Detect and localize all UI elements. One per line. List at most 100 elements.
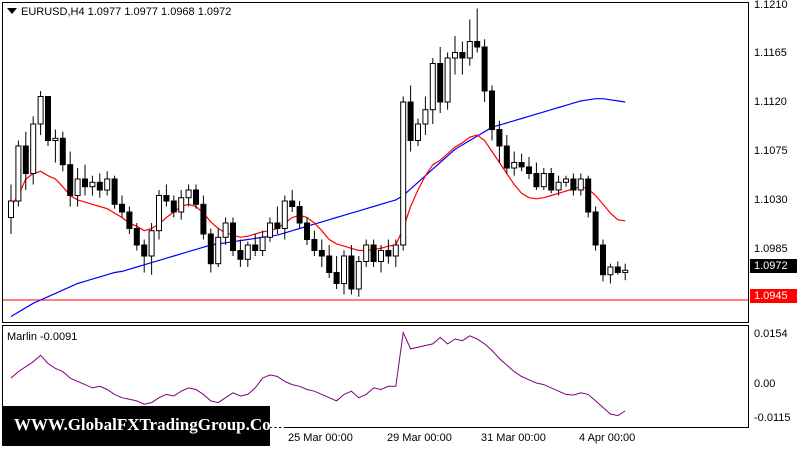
candle (600, 239, 606, 282)
bull-candle-body (363, 244, 370, 262)
watermark-banner: WWW.GlobalFXTradingGroup.Com (2, 406, 285, 446)
indicator-line (10, 330, 626, 417)
time-label: 4 Apr 00:00 (579, 432, 636, 444)
bear-candle-body (311, 239, 318, 251)
candle (104, 171, 111, 196)
triangle-down-icon[interactable] (7, 8, 17, 14)
bear-candle-body (600, 244, 606, 276)
bull-candle-body (178, 197, 185, 213)
candle (8, 184, 14, 234)
bull-candle-body (8, 200, 14, 218)
candle (289, 190, 296, 212)
candle (489, 85, 495, 141)
candle (437, 47, 444, 113)
candle (540, 168, 547, 190)
candle (526, 157, 532, 179)
candle (533, 162, 540, 190)
bear-candle-body (193, 189, 199, 205)
candle (429, 58, 436, 124)
candle (415, 118, 421, 146)
indicator-label: 0.00 (754, 378, 776, 390)
current-price-tag: 1.0972 (750, 259, 797, 273)
bear-candle-body (518, 162, 525, 168)
bear-candle-body (548, 173, 555, 191)
candle (244, 241, 251, 267)
candle (370, 239, 377, 267)
bull-candle-body (52, 137, 59, 142)
ma-slow-line (10, 98, 626, 318)
bull-candle-body (444, 57, 451, 103)
candle (355, 256, 362, 297)
bull-candle-body (466, 41, 473, 59)
price-label: 1.1120 (754, 96, 787, 108)
candle (89, 175, 96, 196)
bear-candle-body (252, 244, 259, 251)
price-label: 1.1210 (754, 0, 788, 11)
candle (452, 36, 458, 75)
bear-candle-body (296, 206, 303, 224)
price-label: 1.1165 (754, 47, 787, 59)
bear-candle-body (126, 211, 133, 229)
bear-candle-body (437, 63, 444, 103)
candle (577, 173, 584, 196)
candle (267, 217, 273, 242)
bull-candle-body (74, 178, 81, 196)
candle (59, 131, 66, 172)
candle (496, 120, 503, 163)
candle (148, 223, 155, 275)
candle (15, 140, 22, 207)
candle (237, 239, 244, 267)
bull-candle-body (259, 236, 266, 252)
candle (274, 206, 281, 234)
bull-candle-body (30, 123, 37, 174)
candle (119, 195, 125, 218)
candle (215, 228, 222, 267)
bear-candle-body (496, 129, 503, 147)
bull-candle-body (156, 195, 162, 232)
candle (518, 153, 525, 172)
candle (96, 173, 103, 198)
bull-candle-body (244, 244, 251, 260)
candle (193, 184, 199, 209)
candle (178, 190, 185, 220)
candle (392, 239, 399, 267)
candle (548, 168, 555, 194)
bear-candle-body (274, 222, 281, 229)
candle (281, 195, 288, 240)
candle (52, 129, 59, 163)
time-label: 25 Mar 00:00 (288, 432, 353, 444)
bear-candle-body (200, 203, 207, 235)
bull-candle-body (222, 222, 229, 238)
candle (385, 239, 392, 264)
bear-candle-body (111, 178, 118, 205)
chart-header: EURUSD,H4 1.0977 1.0977 1.0968 1.0972 (7, 6, 231, 18)
bear-candle-body (333, 272, 340, 284)
bull-candle-body (215, 236, 222, 265)
bull-candle-body (622, 269, 629, 273)
bull-candle-body (267, 222, 273, 238)
candle (348, 245, 355, 295)
price-chart-pane[interactable]: EURUSD,H4 1.0977 1.0977 1.0968 1.0972 (2, 2, 749, 323)
bear-candle-body (45, 96, 51, 141)
candle (318, 239, 325, 267)
candle (141, 239, 148, 273)
bull-candle-body (281, 200, 288, 229)
bull-candle-body (422, 109, 429, 125)
candle (222, 217, 229, 245)
bull-candle-body (89, 181, 96, 188)
candle (563, 175, 569, 187)
bear-candle-body (318, 250, 325, 257)
price-chart[interactable] (3, 3, 748, 322)
bear-candle-body (67, 164, 74, 196)
candle (74, 168, 81, 207)
bear-candle-body (592, 211, 599, 246)
bear-candle-body (133, 228, 140, 246)
price-label: 1.1030 (754, 194, 788, 206)
bear-candle-body (474, 41, 481, 48)
candle (422, 96, 429, 135)
candle (444, 52, 451, 110)
bear-candle-body (459, 52, 466, 59)
indicator-chart[interactable] (3, 326, 748, 427)
candle (363, 239, 370, 267)
time-label: 31 Mar 00:00 (481, 432, 546, 444)
